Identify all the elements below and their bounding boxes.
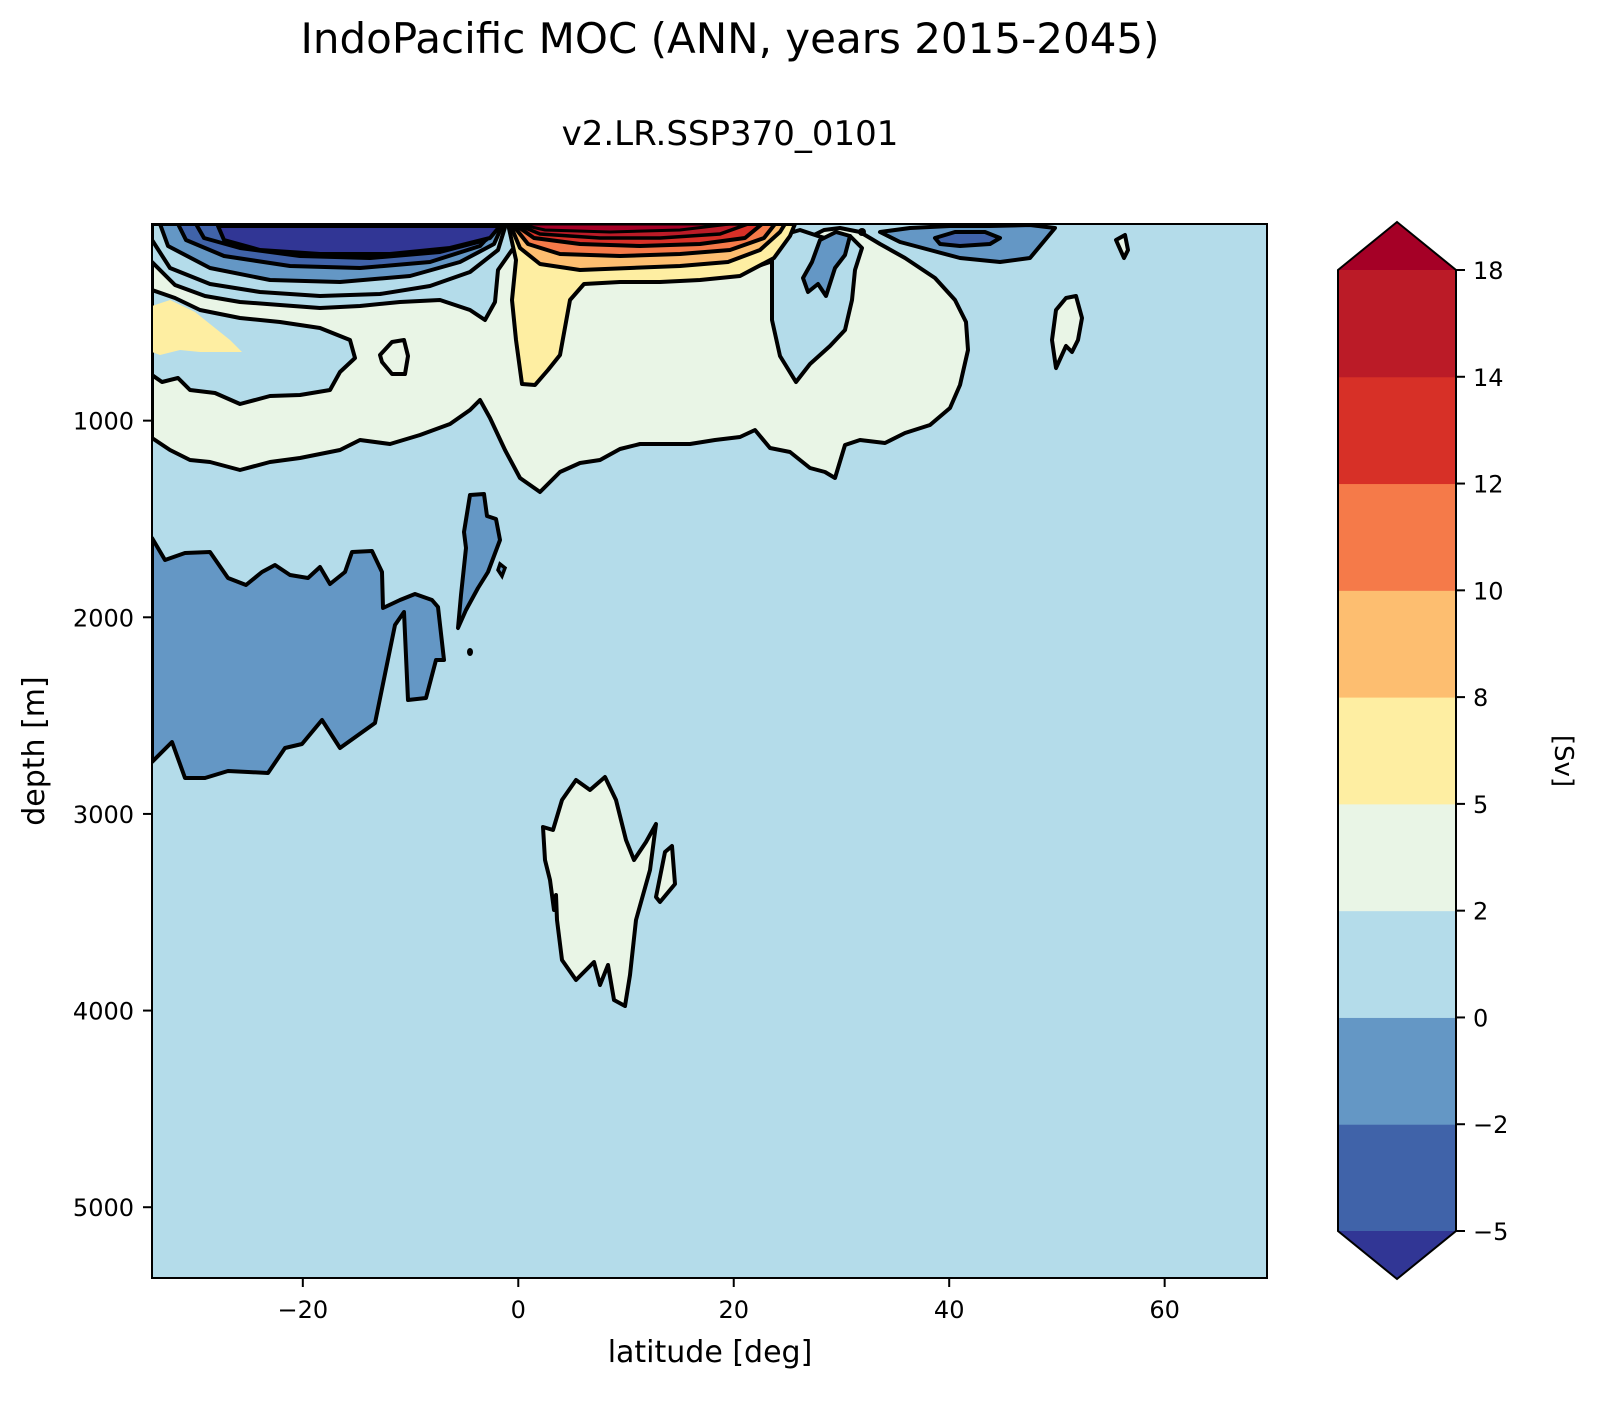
- y-tick-label: 5000: [73, 1194, 134, 1222]
- contour-fill-right-island: [1050, 294, 1084, 370]
- chart-title: IndoPacific MOC (ANN, years 2015-2045): [300, 14, 1160, 63]
- colorbar-extend-max: [1338, 222, 1456, 270]
- contour-ring-upper-right: [933, 230, 1002, 248]
- x-tick-label: 60: [1149, 1296, 1180, 1324]
- colorbar-tick-label: 18: [1473, 257, 1504, 285]
- contour-fill-negative-blob-1: [456, 492, 502, 630]
- contour-dot-2: [858, 228, 866, 236]
- colorbar-tick-label: −2: [1473, 1111, 1508, 1139]
- axes-frame: [151, 223, 1268, 1279]
- chart-subtitle: v2.LR.SSP370_0101: [561, 114, 899, 154]
- y-tick-label: 3000: [73, 801, 134, 829]
- x-tick-label: −20: [277, 1296, 328, 1324]
- contour-fill-intermediate-positive: [152, 226, 970, 494]
- colorbar-tick-label: 0: [1473, 1004, 1488, 1032]
- colorbar-extend-min: [1338, 1231, 1456, 1279]
- colorbar-tick-label: 8: [1473, 684, 1488, 712]
- contour-fill-deep-positive: [541, 775, 658, 1008]
- contour-fill-north-positive-core: [517, 224, 731, 234]
- contour-fill-small-ring: [378, 338, 410, 376]
- contour-fill-deep-positive-2: [654, 844, 677, 904]
- y-axis-label: depth [m]: [17, 676, 52, 826]
- colorbar-label: [Sv]: [1548, 735, 1578, 787]
- colorbar: −5 −2 0 2 5 8 10 12 14 18: [1337, 220, 1508, 1281]
- contour-fill-deep-negative: [152, 536, 446, 780]
- x-axis-label: latitude [deg]: [608, 1335, 813, 1370]
- plot-area: [152, 224, 1267, 1278]
- colorbar-tick-label: 14: [1473, 364, 1504, 392]
- x-tick-label: 20: [718, 1296, 749, 1324]
- contour-fill-negative-blob-2: [496, 561, 508, 580]
- contour-fill-north-negative: [770, 228, 864, 384]
- x-tick-label: 40: [934, 1296, 965, 1324]
- y-axis: 1000 2000 3000 4000 5000: [73, 408, 152, 1222]
- contour-fill-right-island-2: [1114, 233, 1130, 260]
- colorbar-band: [1338, 1124, 1456, 1232]
- x-tick-label: 0: [511, 1296, 526, 1324]
- colorbar-tick-label: 2: [1473, 898, 1488, 926]
- colorbar-band: [1338, 270, 1456, 378]
- colorbar-band: [1338, 910, 1456, 1018]
- colorbar-tick-label: 10: [1473, 577, 1504, 605]
- colorbar-band: [1338, 803, 1456, 912]
- colorbar-tick-label: 12: [1473, 471, 1504, 499]
- x-axis: −20 0 20 40 60: [277, 1278, 1180, 1324]
- colorbar-tick-label: −5: [1473, 1218, 1508, 1246]
- contour-fill-south-warm: [152, 300, 242, 355]
- contour-fill-north-negative-core: [801, 230, 852, 298]
- y-tick-label: 2000: [73, 604, 134, 632]
- colorbar-tick-label: 5: [1473, 791, 1488, 819]
- contour-dot: [467, 648, 473, 656]
- colorbar-band: [1338, 697, 1456, 805]
- colorbar-band: [1338, 376, 1456, 485]
- contour-fill-south-core: [216, 224, 502, 256]
- y-tick-label: 1000: [73, 408, 134, 436]
- colorbar-band: [1338, 1017, 1456, 1125]
- y-tick-label: 4000: [73, 998, 134, 1026]
- colorbar-band: [1338, 590, 1456, 698]
- colorbar-band: [1338, 483, 1456, 591]
